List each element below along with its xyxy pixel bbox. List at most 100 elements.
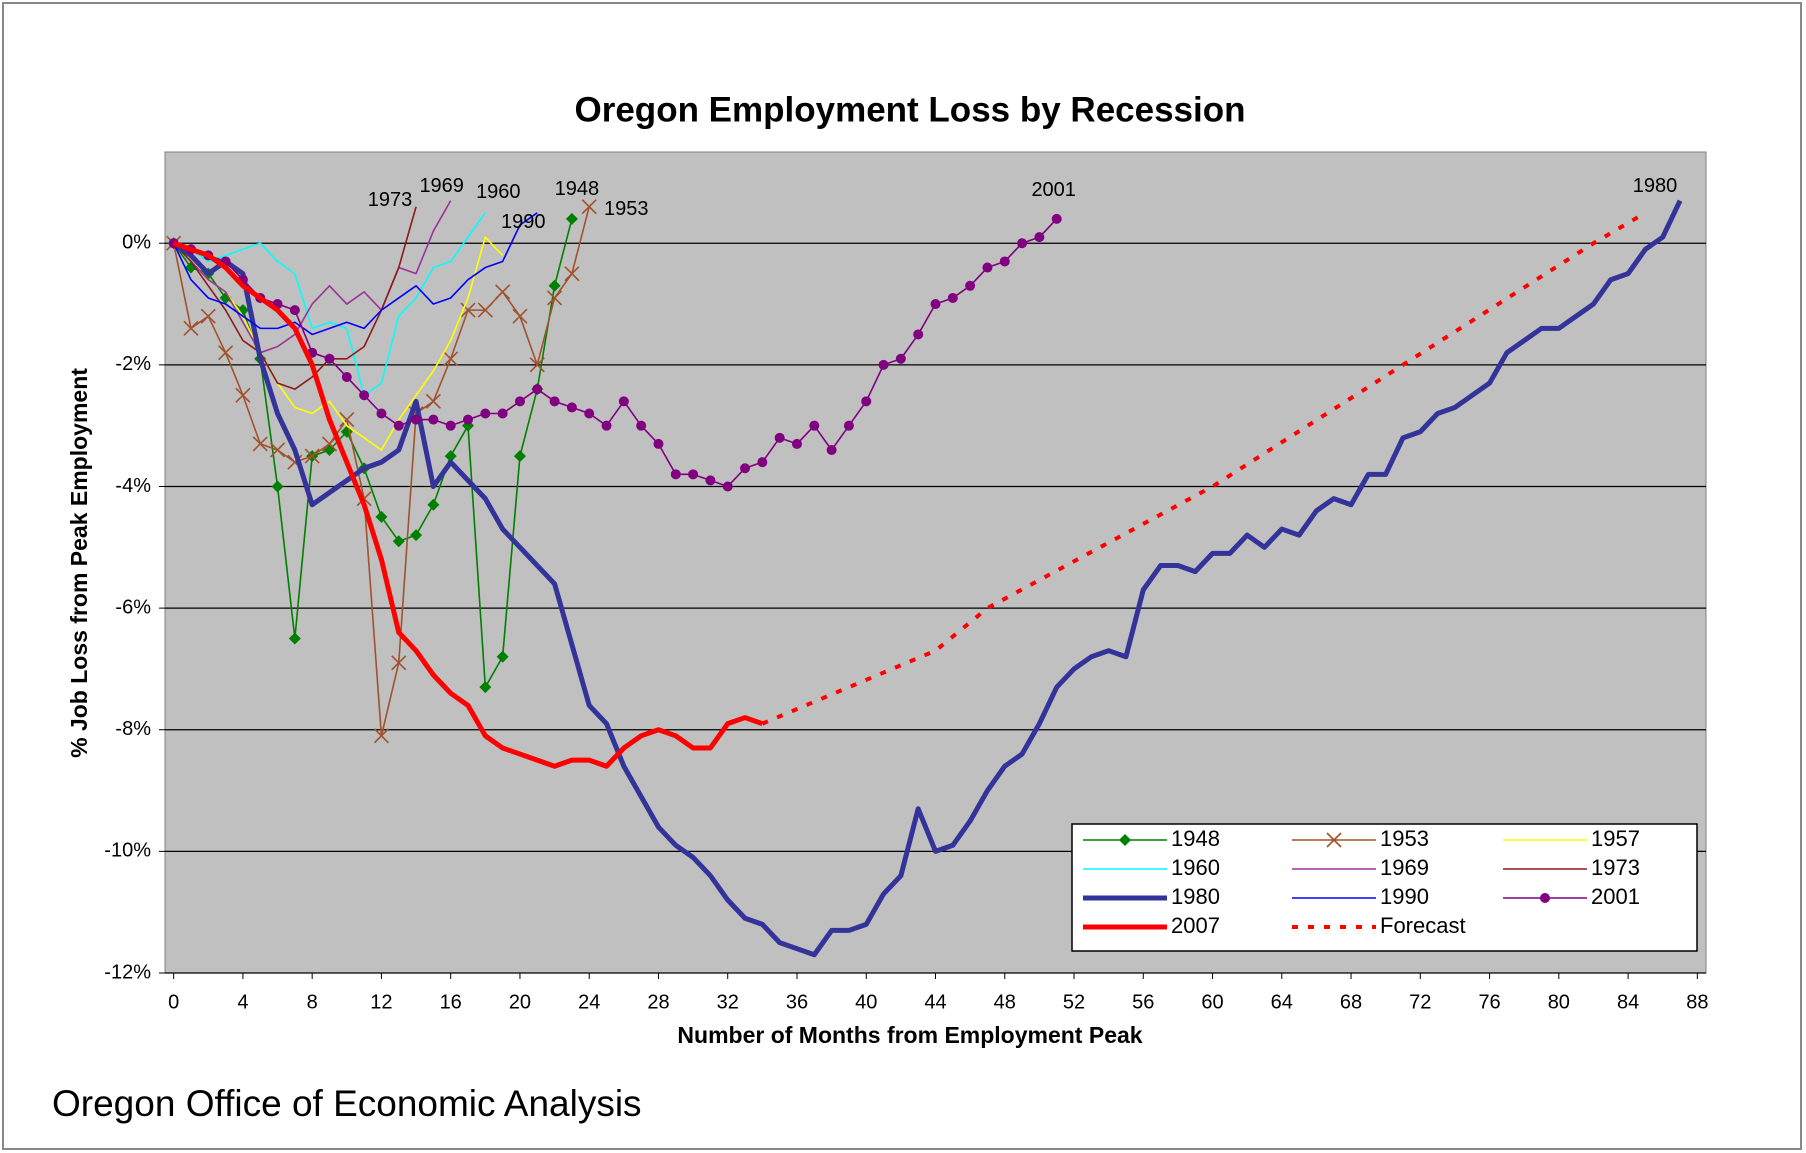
x-tick-label: 24 xyxy=(578,991,600,1013)
point xyxy=(529,357,545,373)
series-line xyxy=(173,206,417,390)
point xyxy=(930,299,941,310)
point xyxy=(463,414,474,425)
series-line xyxy=(173,212,486,397)
point xyxy=(304,448,320,464)
point xyxy=(427,498,440,511)
point xyxy=(428,414,439,425)
series-end-label: 1953 xyxy=(604,198,649,220)
point xyxy=(321,436,338,452)
legend-label: 1973 xyxy=(1591,855,1640,880)
source: Oregon Office of Economic Analysis xyxy=(52,1083,642,1124)
legend xyxy=(1071,823,1698,952)
point xyxy=(618,396,629,407)
point xyxy=(861,396,872,407)
point xyxy=(843,420,854,431)
x-tick-label: 88 xyxy=(1686,991,1708,1013)
legend-label: 2001 xyxy=(1591,884,1640,909)
point xyxy=(425,393,441,409)
legend-label: 1969 xyxy=(1380,855,1429,880)
x-tick-label: 64 xyxy=(1271,991,1293,1013)
x-tick-label: 60 xyxy=(1201,991,1223,1013)
x-tick-label: 20 xyxy=(509,991,531,1013)
point xyxy=(445,420,456,431)
point xyxy=(532,384,543,395)
x-tick-label: 16 xyxy=(440,991,462,1013)
point xyxy=(999,256,1010,267)
point xyxy=(565,212,578,225)
point xyxy=(791,438,802,449)
point xyxy=(913,329,924,340)
series-line xyxy=(172,199,1683,958)
point xyxy=(653,438,664,449)
x-tick-label: 8 xyxy=(307,991,318,1013)
x-tick-label: 80 xyxy=(1548,991,1570,1013)
y-tick-label: -6% xyxy=(115,596,151,618)
point xyxy=(359,390,370,401)
point xyxy=(670,469,681,480)
point xyxy=(392,535,405,548)
x-tick-label: 72 xyxy=(1409,991,1431,1013)
point xyxy=(252,436,268,452)
point xyxy=(1034,232,1045,243)
series-line xyxy=(172,240,764,769)
point xyxy=(391,655,407,671)
x-tick-label: 48 xyxy=(994,991,1016,1013)
x-tick-label: 0 xyxy=(168,991,179,1013)
y-tick-label: 0% xyxy=(122,232,151,254)
x-tick-label: 40 xyxy=(855,991,877,1013)
point xyxy=(809,420,820,431)
x-tick-label: 12 xyxy=(370,991,392,1013)
point xyxy=(547,290,563,306)
point xyxy=(443,351,459,367)
point xyxy=(410,529,423,542)
x-tick-label: 52 xyxy=(1063,991,1085,1013)
point xyxy=(636,420,647,431)
legend-marker xyxy=(1540,893,1550,903)
x-tick-label: 84 xyxy=(1617,991,1639,1013)
x-tick-label: 4 xyxy=(237,991,248,1013)
point xyxy=(895,353,906,364)
legend-marker xyxy=(1119,834,1131,846)
x-tick-label: 28 xyxy=(647,991,669,1013)
x-tick-label: 36 xyxy=(786,991,808,1013)
series-end-label: 2001 xyxy=(1031,179,1076,201)
point xyxy=(444,450,457,463)
point xyxy=(480,408,491,419)
series-end-label: 1980 xyxy=(1633,175,1678,197)
series-end-label: 1990 xyxy=(501,211,546,233)
point xyxy=(549,396,560,407)
point xyxy=(183,320,199,336)
point xyxy=(584,408,595,419)
series-line xyxy=(173,200,452,354)
series-end-label: 1973 xyxy=(368,189,413,211)
point xyxy=(722,481,733,492)
x-tick-label: 44 xyxy=(924,991,946,1013)
point xyxy=(705,475,716,486)
series-end-label: 1969 xyxy=(419,175,464,197)
point xyxy=(289,305,300,316)
legend-label: 1953 xyxy=(1380,826,1429,851)
legend-label: 1960 xyxy=(1171,855,1220,880)
y-tick-label: -4% xyxy=(115,475,151,497)
point xyxy=(982,262,993,273)
point xyxy=(513,450,526,463)
point xyxy=(411,414,422,425)
point xyxy=(581,199,597,215)
y-tick-label: -10% xyxy=(104,840,151,862)
y-tick-label: -12% xyxy=(104,961,151,983)
y-tick-label: -8% xyxy=(115,718,151,740)
point xyxy=(548,279,561,292)
point xyxy=(740,463,751,474)
point xyxy=(757,457,768,468)
point xyxy=(218,345,234,361)
point xyxy=(324,353,335,364)
point xyxy=(339,412,355,428)
series-end-label: 1948 xyxy=(555,178,600,200)
point xyxy=(376,408,387,419)
point xyxy=(269,442,286,458)
point xyxy=(497,408,508,419)
legend-label: 1948 xyxy=(1171,826,1220,851)
series-line xyxy=(172,212,538,336)
point xyxy=(774,432,785,443)
